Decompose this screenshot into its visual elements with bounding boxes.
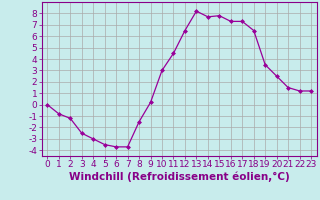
X-axis label: Windchill (Refroidissement éolien,°C): Windchill (Refroidissement éolien,°C) [69, 172, 290, 182]
